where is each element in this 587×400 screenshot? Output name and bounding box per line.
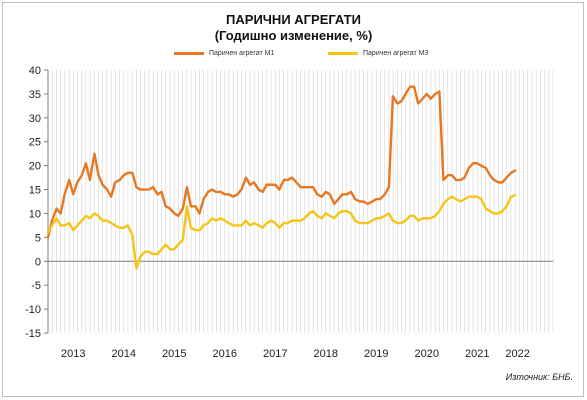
legend-swatch-m3	[328, 52, 358, 55]
y-tick-label: -5	[31, 280, 41, 292]
chart-subtitle: (Годишно изменение, %)	[214, 28, 373, 43]
y-tick-label: 10	[29, 208, 41, 220]
y-tick-label: 25	[29, 137, 41, 149]
y-tick-label: -15	[25, 328, 41, 340]
x-tick-label: 2022	[505, 348, 529, 360]
y-tick-label: 15	[29, 185, 41, 197]
x-tick-label: 2020	[415, 348, 439, 360]
chart-frame	[2, 2, 584, 397]
y-tick-label: 40	[29, 65, 41, 77]
x-tick-label: 2014	[112, 348, 136, 360]
series-line-m3	[46, 194, 517, 270]
series-line-m1	[46, 85, 517, 239]
legend-label-m1: Паричен агрегат М1	[209, 50, 275, 57]
chart-title: ПАРИЧНИ АГРЕГАТИ	[226, 12, 361, 27]
x-tick-label: 2021	[465, 348, 489, 360]
y-tick-label: 0	[35, 256, 41, 268]
y-tick-label: -10	[25, 304, 41, 316]
x-tick-label: 2018	[314, 348, 338, 360]
legend: Паричен агрегат М1 Паричен агрегат М3	[0, 50, 587, 62]
y-tick-label: 20	[29, 161, 41, 173]
x-tick-label: 2016	[213, 348, 237, 360]
x-tick-label: 2019	[364, 348, 388, 360]
source-note: Източник: БНБ.	[505, 372, 573, 382]
y-tick-label: 30	[29, 113, 41, 125]
legend-label-m3: Паричен агрегат М3	[363, 50, 429, 57]
y-tick-label: 5	[35, 232, 41, 244]
x-tick-label: 2015	[162, 348, 186, 360]
legend-item-m3[interactable]: Паричен агрегат М3	[328, 50, 428, 57]
legend-swatch-m1	[174, 52, 204, 55]
y-tick-label: 35	[29, 89, 41, 101]
x-tick-label: 2017	[263, 348, 287, 360]
legend-item-m1[interactable]: Паричен агрегат М1	[174, 50, 274, 57]
x-tick-label: 2013	[61, 348, 85, 360]
